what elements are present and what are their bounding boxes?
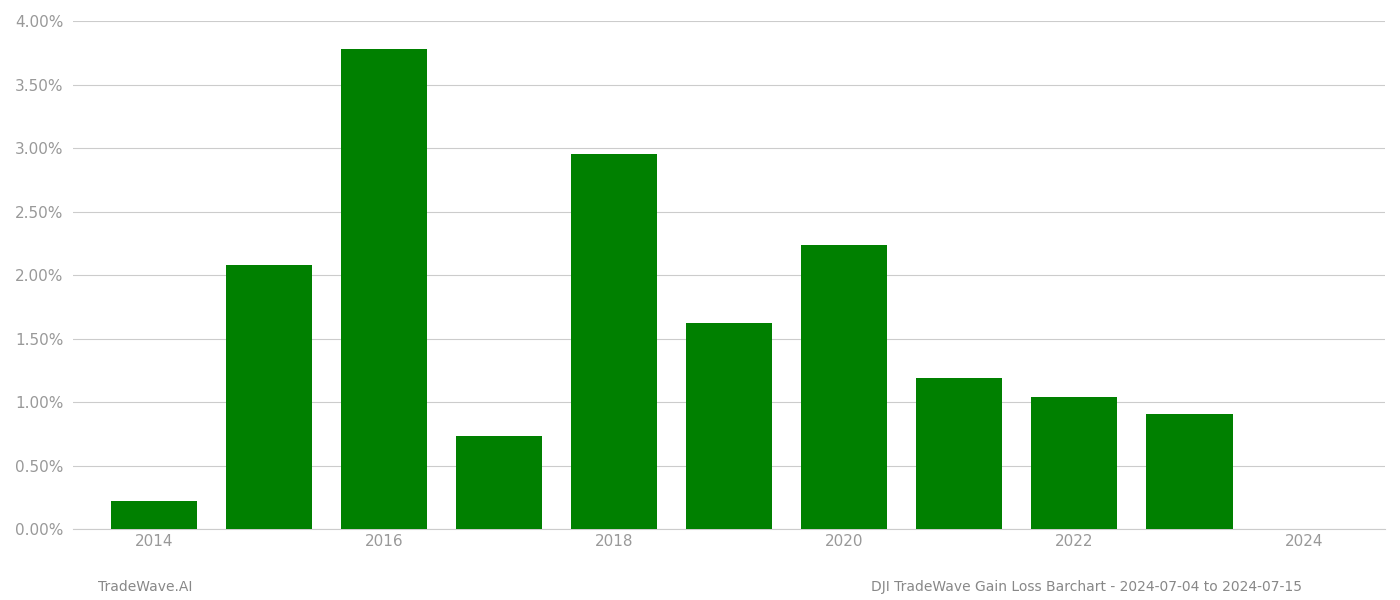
Text: DJI TradeWave Gain Loss Barchart - 2024-07-04 to 2024-07-15: DJI TradeWave Gain Loss Barchart - 2024-… [871, 580, 1302, 594]
Bar [456, 436, 542, 529]
Bar [571, 154, 657, 529]
Bar [801, 245, 888, 529]
Bar [340, 49, 427, 529]
Bar [111, 501, 197, 529]
Bar [916, 378, 1002, 529]
Text: TradeWave.AI: TradeWave.AI [98, 580, 192, 594]
Bar [1147, 413, 1232, 529]
Bar [225, 265, 312, 529]
Bar [1032, 397, 1117, 529]
Bar [686, 323, 773, 529]
